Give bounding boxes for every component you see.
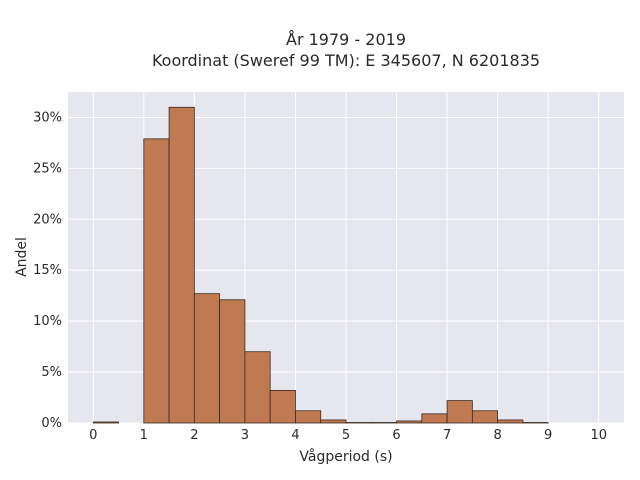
histogram-bar xyxy=(143,138,170,424)
histogram-bar xyxy=(193,293,221,424)
histogram-bar xyxy=(471,410,499,424)
histogram-bar xyxy=(168,106,195,424)
histogram-bar xyxy=(446,400,473,424)
y-tick-label: 25% xyxy=(33,161,62,176)
x-tick-label: 8 xyxy=(493,428,501,443)
x-tick-label: 4 xyxy=(291,428,299,443)
x-axis-label: Vågperiod (s) xyxy=(299,448,392,465)
x-tick-label: 2 xyxy=(190,428,198,443)
histogram-bar xyxy=(92,421,119,424)
histogram-bar xyxy=(345,422,372,424)
y-tick-label: 30% xyxy=(33,110,62,125)
x-tick-label: 1 xyxy=(140,428,148,443)
histogram-bar xyxy=(421,413,448,424)
y-axis-label: Andel xyxy=(14,237,30,277)
histogram-bar xyxy=(269,390,296,424)
x-tick-label: 9 xyxy=(544,428,552,443)
histogram-bar xyxy=(522,422,549,424)
histogram-bar xyxy=(219,299,246,424)
y-tick-label: 15% xyxy=(33,263,62,278)
histogram-bar xyxy=(396,420,423,424)
x-tick-label: 6 xyxy=(392,428,400,443)
histogram-bar xyxy=(244,351,271,424)
histogram-bar xyxy=(497,419,524,424)
x-tick-label: 5 xyxy=(342,428,350,443)
x-tick-label: 7 xyxy=(443,428,451,443)
chart-subtitle: Koordinat (Sweref 99 TM): E 345607, N 62… xyxy=(152,51,540,70)
y-tick-label: 20% xyxy=(33,212,62,227)
y-tick-label: 0% xyxy=(41,416,62,431)
x-tick-label: 0 xyxy=(89,428,97,443)
x-tick-labels: 0 1 2 3 4 5 6 7 8 9 10 xyxy=(89,428,607,443)
y-tick-label: 5% xyxy=(41,365,62,380)
y-tick-label: 10% xyxy=(33,314,62,329)
histogram-bar xyxy=(320,419,347,424)
bars xyxy=(92,106,549,424)
histogram-bar xyxy=(370,422,397,424)
y-tick-labels: 0% 5% 10% 15% 20% 25% 30% xyxy=(33,110,62,431)
x-tick-label: 10 xyxy=(590,428,607,443)
chart-title: År 1979 - 2019 xyxy=(286,30,406,49)
histogram-bar xyxy=(295,410,322,424)
x-tick-label: 3 xyxy=(241,428,249,443)
